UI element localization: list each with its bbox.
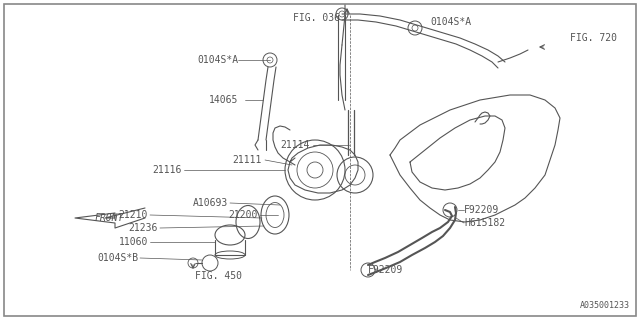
Text: 21111: 21111 [232,155,262,165]
Text: F92209: F92209 [368,265,403,275]
Text: FIG. 450: FIG. 450 [195,271,242,281]
Text: 11060: 11060 [118,237,148,247]
Text: 21116: 21116 [152,165,182,175]
Text: 0104S*A: 0104S*A [430,17,471,27]
Text: FRONT: FRONT [95,213,124,223]
Text: 14065: 14065 [209,95,238,105]
Text: H615182: H615182 [464,218,505,228]
Text: 0104S*A: 0104S*A [197,55,238,65]
Text: FIG. 720: FIG. 720 [570,33,617,43]
Text: 21210: 21210 [118,210,148,220]
Text: FIG. 036: FIG. 036 [293,13,340,23]
Text: 0104S*B: 0104S*B [97,253,138,263]
Text: A10693: A10693 [193,198,228,208]
Text: A035001233: A035001233 [580,300,630,309]
Text: 21200: 21200 [228,210,258,220]
Text: F92209: F92209 [464,205,499,215]
Text: 21114: 21114 [280,140,310,150]
Text: 21236: 21236 [129,223,158,233]
